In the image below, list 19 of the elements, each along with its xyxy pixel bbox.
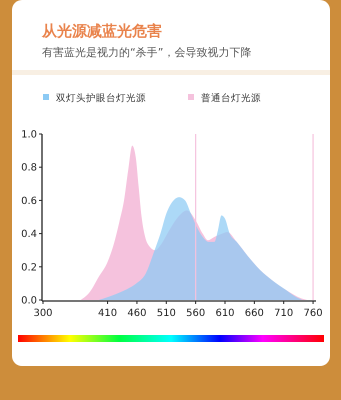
x-tick-label: 760 (304, 308, 323, 319)
y-tick-label: 1.0 (21, 130, 37, 140)
y-tick-label: 0.6 (21, 196, 37, 207)
y-tick-label: 0.8 (21, 162, 37, 174)
x-tick-label: 610 (215, 308, 235, 319)
x-tick-label: 660 (244, 308, 264, 319)
x-tick-label: 460 (127, 308, 146, 319)
x-tick-label: 300 (33, 308, 53, 319)
y-tick-label: 0.2 (21, 262, 37, 274)
x-tick-label: 410 (98, 308, 118, 319)
legend-label: 双灯头护眼台灯光源 (56, 92, 146, 104)
x-tick-label: 560 (186, 308, 206, 319)
y-tick-label: 0.0 (21, 296, 37, 306)
chart-title: 从光源减蓝光危害 (41, 22, 162, 40)
legend-label: 普通台灯光源 (201, 92, 261, 104)
x-tick-label: 710 (274, 308, 294, 319)
y-tick-label: 0.4 (21, 229, 37, 240)
chart-subtitle: 有害蓝光是视力的“杀手”，会导致视力下降 (42, 46, 252, 59)
x-tick-label: 510 (156, 308, 176, 319)
